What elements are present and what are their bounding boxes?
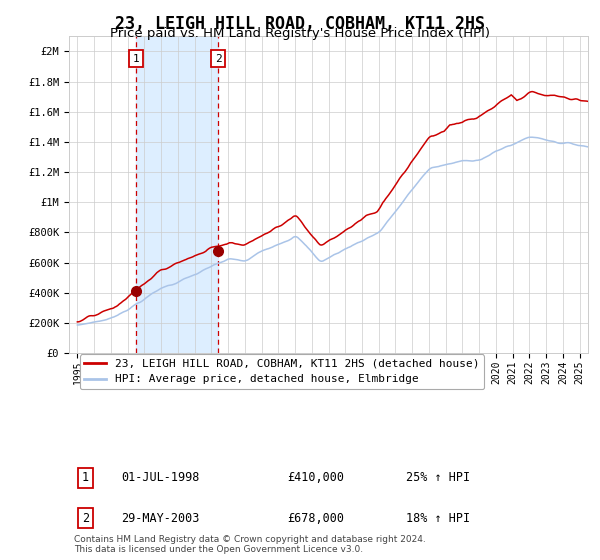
Bar: [136, 36, 218, 353]
Text: 18% ↑ HPI: 18% ↑ HPI: [406, 512, 470, 525]
Text: 23, LEIGH HILL ROAD, COBHAM, KT11 2HS: 23, LEIGH HILL ROAD, COBHAM, KT11 2HS: [115, 15, 485, 32]
Text: Contains HM Land Registry data © Crown copyright and database right 2024.
This d: Contains HM Land Registry data © Crown c…: [74, 535, 426, 554]
Text: 2: 2: [82, 512, 89, 525]
Legend: 23, LEIGH HILL ROAD, COBHAM, KT11 2HS (detached house), HPI: Average price, deta: 23, LEIGH HILL ROAD, COBHAM, KT11 2HS (d…: [80, 354, 484, 389]
Text: 2: 2: [215, 54, 221, 63]
Text: 1: 1: [133, 54, 139, 63]
Text: 1: 1: [82, 472, 89, 484]
Text: 25% ↑ HPI: 25% ↑ HPI: [406, 472, 470, 484]
Text: 29-MAY-2003: 29-MAY-2003: [121, 512, 199, 525]
Text: £410,000: £410,000: [287, 472, 344, 484]
Text: £678,000: £678,000: [287, 512, 344, 525]
Text: Price paid vs. HM Land Registry's House Price Index (HPI): Price paid vs. HM Land Registry's House …: [110, 27, 490, 40]
Text: 01-JUL-1998: 01-JUL-1998: [121, 472, 199, 484]
